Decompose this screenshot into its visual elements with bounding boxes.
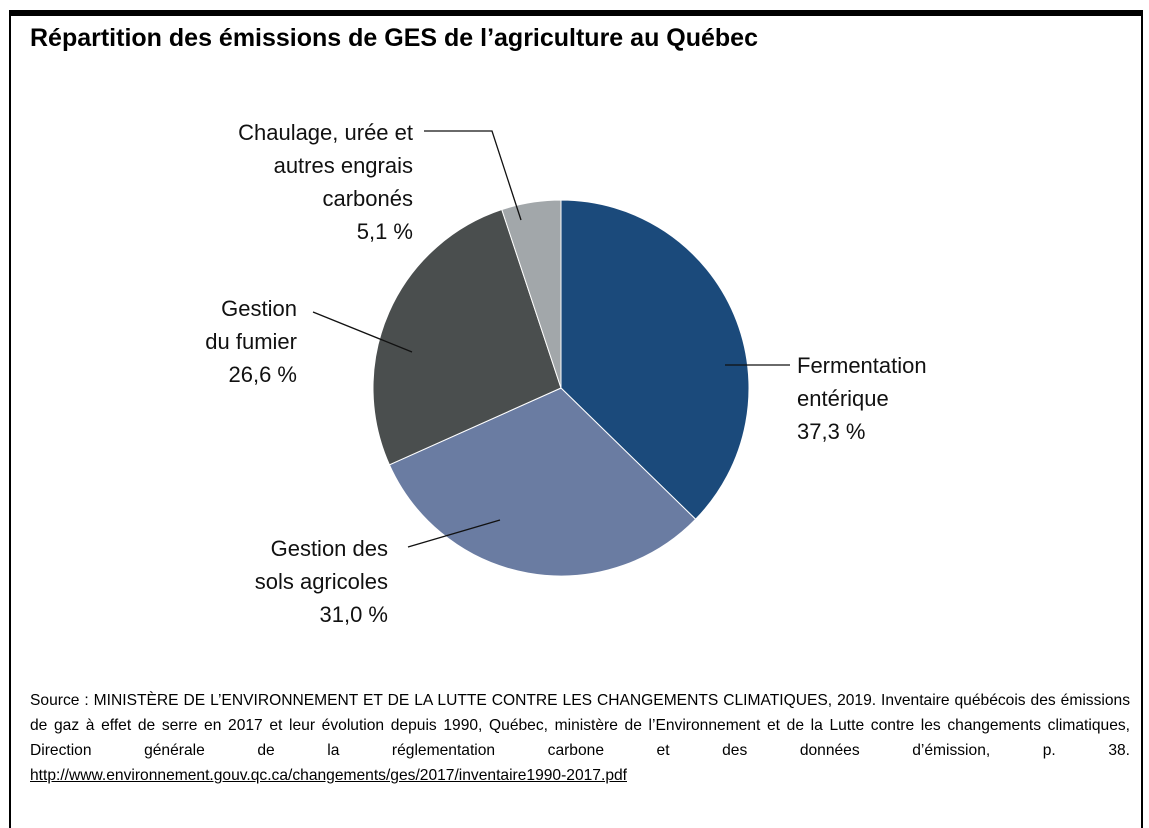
category-label: Gestion des sols agricoles bbox=[254, 536, 388, 594]
slice-label: Gestion des sols agricoles 31,0 % bbox=[248, 532, 388, 631]
source-link[interactable]: http://www.environnement.gouv.qc.ca/chan… bbox=[30, 767, 627, 784]
value-label: 31,0 % bbox=[319, 602, 389, 627]
leader-line bbox=[407, 519, 501, 548]
source-text: Source : MINISTÈRE DE L’ENVIRONNEMENT ET… bbox=[30, 692, 1130, 759]
leader-line bbox=[424, 130, 522, 221]
slices bbox=[372, 199, 750, 577]
pie-slice bbox=[501, 199, 562, 389]
slice-label: Fermentation entérique 37,3 % bbox=[797, 349, 937, 448]
value-label: 5,1 % bbox=[356, 219, 413, 244]
slice-label: Chaulage, urée et autres engrais carboné… bbox=[197, 116, 413, 248]
category-label: Fermentation entérique bbox=[797, 353, 927, 411]
leader-line bbox=[312, 311, 413, 353]
pie-slice bbox=[560, 199, 750, 520]
slice-label: Gestion du fumier 26,6 % bbox=[197, 292, 297, 391]
source-note: Source : MINISTÈRE DE L’ENVIRONNEMENT ET… bbox=[30, 688, 1130, 788]
category-label: Chaulage, urée et autres engrais carboné… bbox=[238, 120, 413, 211]
pie-slice bbox=[372, 208, 562, 466]
value-label: 37,3 % bbox=[797, 419, 866, 444]
category-label: Gestion du fumier bbox=[205, 296, 297, 354]
leader-lines bbox=[312, 130, 790, 548]
pie-slice bbox=[388, 387, 697, 577]
frame bbox=[9, 10, 1143, 828]
value-label: 26,6 % bbox=[228, 362, 298, 387]
chart-title: Répartition des émissions de GES de l’ag… bbox=[30, 24, 758, 52]
